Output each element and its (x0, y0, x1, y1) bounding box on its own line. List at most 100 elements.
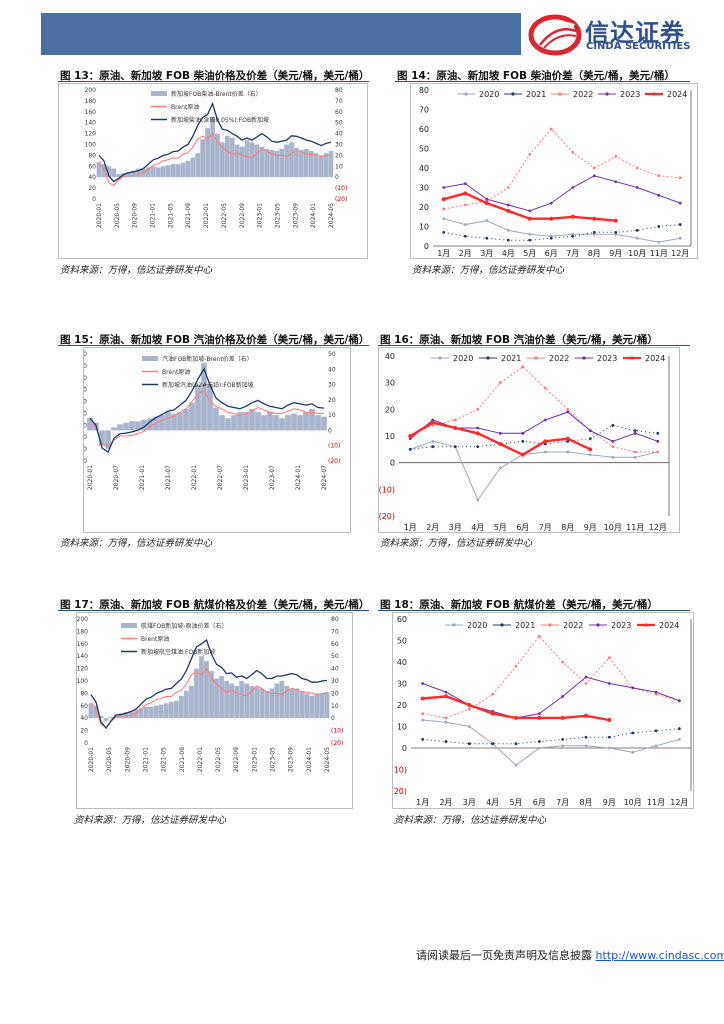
legend-marker (500, 623, 503, 626)
point-2020 (566, 451, 569, 454)
left-axis-tick: 0 (92, 196, 96, 203)
y-axis-tick: 0 (390, 459, 395, 468)
figure-18-chart: 60 50 40 30 20 10 0 (10) (20) 1月 2月 3月 4月 5月 6月 7月 8月 9月 1… (392, 612, 694, 809)
point-2020 (528, 233, 531, 236)
right-axis-tick: 40 (328, 366, 336, 373)
point-2022 (611, 445, 614, 448)
point-2020 (611, 456, 614, 459)
point-2024 (463, 191, 467, 195)
left-axis-tick: 120 (85, 131, 97, 138)
y-axis-tick: 40 (397, 658, 407, 667)
point-2023 (614, 180, 617, 183)
point-2020 (485, 219, 488, 222)
right-axis-tick: 40 (331, 666, 339, 673)
point-2021 (528, 239, 531, 242)
cinda-logo-icon (528, 12, 582, 58)
point-2022 (550, 128, 553, 131)
x-axis-tick: 2023-09 (292, 203, 299, 228)
right-axis-tick: (20) (335, 196, 347, 203)
point-2022 (561, 661, 564, 664)
spread-bar-13 (284, 145, 289, 178)
x-axis-tick: 2021-05 (167, 203, 174, 228)
point-2023 (476, 427, 479, 430)
y-axis-tick: 50 (419, 145, 429, 154)
spread-bar-17 (224, 681, 229, 718)
point-2020 (678, 738, 681, 741)
spread-bar-15 (111, 427, 117, 430)
spread-bar-15 (231, 415, 237, 430)
point-2021 (538, 740, 541, 743)
point-2024 (506, 209, 510, 213)
figure-16-plot: 403020100(10)(20)1月 2月 3月 4月 5月 6月 7月 8月 9月 10月 11… (379, 348, 679, 532)
point-2022 (614, 155, 617, 158)
right-axis-tick: 20 (328, 397, 336, 404)
spread-bar-13 (255, 145, 260, 178)
y-axis-tick: 10 (385, 432, 395, 441)
series-line-2022 (410, 367, 658, 452)
point-2020 (445, 721, 448, 724)
left-axis-tick: 40 (80, 715, 88, 722)
x-axis-tick: 2022-01 (203, 203, 210, 228)
x-axis-tick: 2020-01 (88, 747, 95, 772)
left-axis-tick: 40 (88, 174, 96, 181)
x-axis-tick: 2021-01 (142, 747, 149, 772)
figure-17-source: 资料来源：万得，信达证券研发中心 (74, 812, 226, 826)
spread-bar-17 (294, 688, 299, 718)
series-line-2024 (410, 423, 590, 455)
spread-bar-13 (324, 153, 329, 177)
point-2022 (464, 204, 467, 207)
point-2021 (571, 235, 574, 238)
point-2023 (571, 186, 574, 189)
point-2024 (537, 716, 541, 720)
right-axis-tick: 0 (331, 715, 335, 722)
point-2024 (485, 201, 489, 205)
x-axis-tick: 5月 (509, 798, 522, 807)
point-2022 (636, 167, 639, 170)
legend-label: 2024 (667, 90, 687, 99)
figure-16-title-rule (378, 345, 690, 346)
left-axis-tick: 200 (85, 87, 97, 94)
point-2022 (593, 167, 596, 170)
point-2021 (561, 738, 564, 741)
header-banner (41, 13, 521, 55)
left-axis-tick: 60 (84, 422, 87, 429)
point-2024 (566, 437, 570, 441)
x-axis-tick: 2021-01 (150, 203, 157, 228)
legend-label: 2021 (526, 90, 546, 99)
x-axis-tick: 7月 (566, 249, 579, 258)
point-2022 (421, 712, 424, 715)
point-2023 (657, 194, 660, 197)
left-axis-tick: 60 (88, 163, 96, 170)
figure-17-plot: 2001801601401201008060402008070605040302… (77, 613, 352, 808)
point-2020 (476, 499, 479, 502)
series-line-2021 (423, 729, 680, 744)
left-axis-tick: 80 (80, 690, 88, 697)
spread-bar-15 (273, 415, 279, 430)
left-axis-tick: 40 (84, 434, 87, 441)
point-2023 (445, 691, 448, 694)
point-2021 (409, 448, 412, 451)
spread-bar-13 (319, 155, 324, 177)
legend-marker (534, 356, 537, 359)
x-axis-tick: 3月 (449, 523, 462, 532)
right-axis-tick: (10) (328, 443, 340, 450)
footer-url-link[interactable]: http://www.cindasc.com (596, 949, 724, 962)
legend-marker (511, 92, 514, 95)
y-axis-tick: 70 (419, 106, 429, 115)
right-axis-tick: (20) (328, 458, 340, 465)
point-2022 (507, 186, 510, 189)
legend-swatch (142, 356, 158, 361)
legend-label: 2020 (453, 354, 473, 363)
point-2020 (507, 229, 510, 232)
legend-label: 2021 (515, 621, 535, 630)
spread-bar-13 (171, 164, 176, 177)
spread-bar-13 (230, 138, 235, 177)
x-axis-tick: 4月 (471, 523, 484, 532)
legend-marker (558, 92, 561, 95)
figure-16-source: 资料来源：万得，信达证券研发中心 (380, 535, 532, 549)
point-2021 (631, 732, 634, 735)
legend-marker (452, 623, 455, 626)
legend-label: 2023 (620, 90, 640, 99)
point-2021 (442, 231, 445, 234)
x-axis-tick: 2021-01 (139, 465, 146, 490)
